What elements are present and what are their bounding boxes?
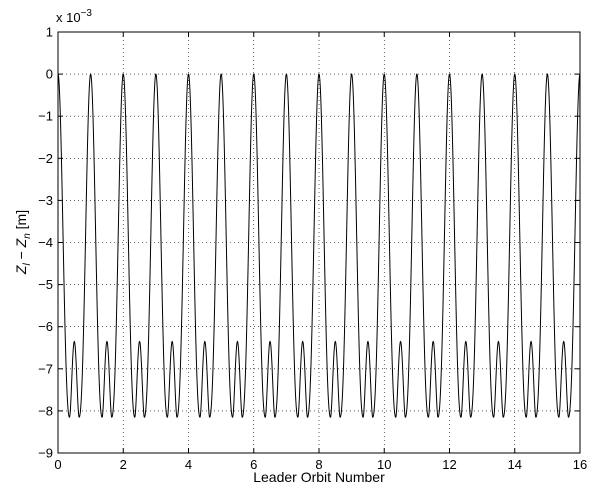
y-label-sub2: n: [22, 233, 33, 239]
y-scale-note: x 10−3: [56, 8, 92, 25]
y-tick-label: −9: [38, 446, 53, 461]
y-tick-label: 1: [46, 25, 53, 40]
y-tick-label: −2: [38, 151, 53, 166]
y-label-sub1: l: [22, 263, 33, 266]
y-tick-label: −5: [38, 277, 53, 292]
y-label-z1: Z: [13, 265, 29, 275]
x-axis-label: Leader Orbit Number: [253, 469, 385, 485]
y-tick-label: −1: [38, 109, 53, 124]
y-tick-label: 0: [46, 67, 53, 82]
x-tick-label: 10: [377, 457, 391, 472]
y-scale-base: x 10: [56, 10, 81, 25]
y-tick-label: −7: [38, 361, 53, 376]
y-tick-label: −4: [38, 235, 53, 250]
y-tick-label: −6: [38, 319, 53, 334]
x-tick-label: 2: [120, 457, 127, 472]
x-tick-label: 0: [54, 457, 61, 472]
y-label-unit: [m]: [13, 210, 29, 233]
y-tick-label: −8: [38, 403, 53, 418]
ticks: [57, 31, 581, 454]
series-line: [57, 73, 581, 418]
y-label-minus: −: [13, 247, 29, 263]
x-tick-label: 12: [442, 457, 456, 472]
y-scale-exponent: −3: [81, 8, 93, 19]
y-axis-label: Zl − Zn [m]: [13, 210, 33, 275]
y-tick-label: −3: [38, 193, 53, 208]
x-tick-label: 6: [250, 457, 257, 472]
series-layer: [57, 73, 581, 418]
x-tick-label: 16: [573, 457, 587, 472]
x-tick-label: 14: [508, 457, 522, 472]
x-tick-label: 8: [315, 457, 322, 472]
x-tick-label: 4: [185, 457, 192, 472]
y-label-z2: Z: [13, 238, 29, 248]
